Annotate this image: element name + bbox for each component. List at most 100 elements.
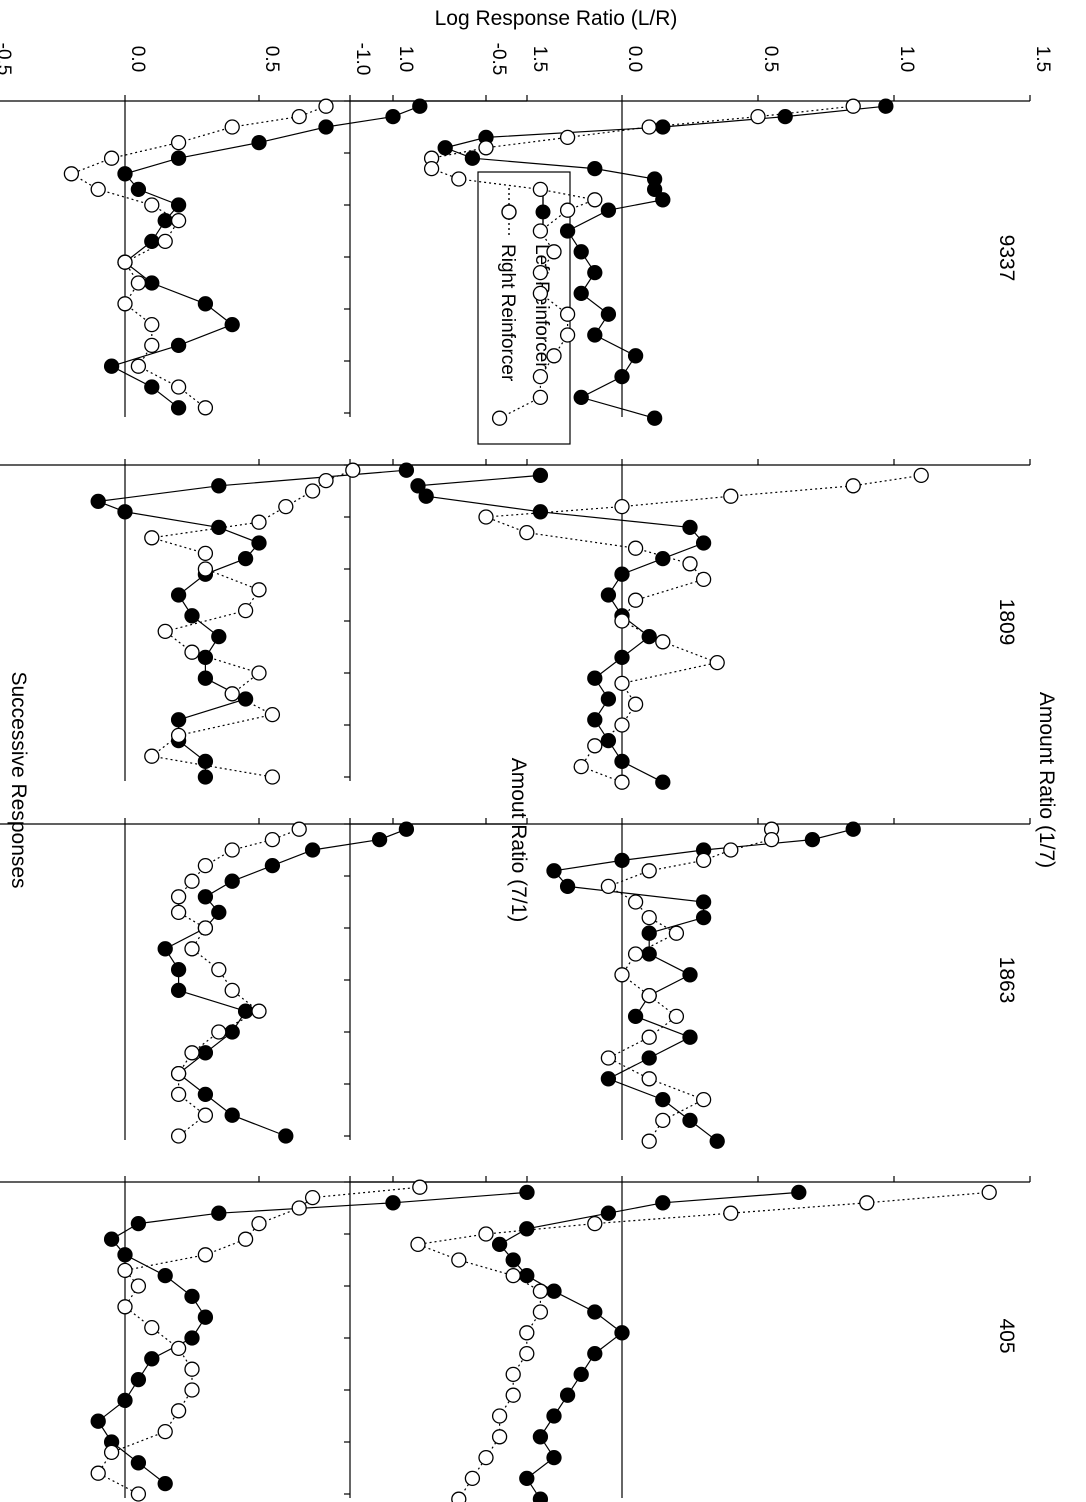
right-reinforcer-point (170, 1128, 187, 1144)
right-reinforcer-point (559, 129, 576, 146)
right-reinforcer-point (251, 1003, 267, 1019)
right-reinforcer-point (519, 1325, 535, 1341)
right-reinforcer-point (627, 696, 644, 712)
x-axis-title: Successive Responses (7, 671, 30, 888)
right-reinforcer-point (559, 306, 576, 322)
left-reinforcer-point (614, 566, 630, 582)
right-reinforcer-point (559, 327, 576, 343)
left-reinforcer-point (519, 1267, 535, 1284)
right-reinforcer-point (627, 894, 644, 910)
subject-label-1863: 1863 (995, 957, 1018, 1004)
right-reinforcer-point (750, 108, 766, 125)
left-reinforcer-point (251, 134, 267, 151)
left-reinforcer-point (130, 181, 147, 198)
left-reinforcer-point (587, 327, 603, 343)
left-reinforcer-point (184, 608, 200, 624)
left-reinforcer-point (573, 244, 589, 260)
series-line-left (416, 474, 705, 783)
right-reinforcer-point (614, 498, 630, 515)
right-reinforcer-point (695, 571, 712, 588)
right-reinforcer-point (170, 379, 187, 395)
legend-left-marker (535, 204, 551, 220)
series-line-left (498, 1191, 799, 1500)
left-reinforcer-point (237, 691, 254, 707)
right-reinforcer-point (723, 842, 739, 858)
left-reinforcer-point (587, 264, 603, 281)
left-reinforcer-point (170, 961, 187, 978)
left-reinforcer-point (655, 192, 671, 208)
left-reinforcer-point (573, 285, 589, 302)
right-reinforcer-point (90, 1465, 106, 1481)
left-reinforcer-point (130, 1371, 147, 1388)
right-reinforcer-point (264, 706, 281, 723)
right-reinforcer-point (600, 1050, 617, 1066)
left-reinforcer-point (103, 1231, 120, 1247)
right-reinforcer-point (184, 941, 200, 957)
left-reinforcer-point (251, 535, 267, 551)
right-reinforcer-point (451, 1491, 467, 1502)
right-reinforcer-point (170, 1086, 187, 1103)
left-reinforcer-point (695, 909, 712, 926)
left-reinforcer-point (682, 1112, 698, 1129)
right-reinforcer-point (532, 285, 549, 302)
left-reinforcer-point (600, 691, 617, 707)
left-reinforcer-point (695, 894, 712, 910)
right-reinforcer-point (478, 1226, 494, 1242)
right-reinforcer-point (184, 1361, 200, 1377)
left-reinforcer-point (614, 852, 630, 869)
right-reinforcer-point (117, 254, 133, 270)
right-reinforcer-point (546, 244, 562, 260)
y-tick-label: 1.5 (1032, 46, 1053, 72)
subject-label-1809: 1809 (995, 599, 1018, 646)
panel-9337-top: -1.0 -0.5 0.0 0.5 1.0 1.5 (344, 43, 1053, 426)
panels: -1.0 -0.5 0.0 0.5 1.0 1.5-1.0 -0.5 0.0 0.5 1.0 1.5… (0, 43, 1053, 1502)
right-reinforcer-point (491, 1408, 508, 1424)
right-reinforcer-point (184, 644, 200, 660)
left-reinforcer-point (304, 842, 321, 858)
series-line-right (485, 474, 922, 783)
right-reinforcer-point (117, 296, 133, 312)
left-reinforcer-point (587, 1304, 603, 1320)
left-reinforcer-point (170, 337, 187, 354)
left-reinforcer-point (491, 1236, 508, 1253)
right-reinforcer-point (90, 181, 106, 198)
right-reinforcer-point (627, 540, 644, 556)
right-reinforcer-point (451, 1252, 467, 1268)
right-reinforcer-point (170, 212, 187, 229)
left-reinforcer-point (682, 967, 698, 983)
right-reinforcer-point (532, 223, 549, 239)
right-reinforcer-point (532, 181, 549, 198)
right-reinforcer-point (423, 160, 440, 177)
left-reinforcer-point (170, 982, 187, 999)
left-reinforcer-point (695, 535, 712, 551)
series-line-left (97, 469, 407, 777)
right-reinforcer-point (130, 1278, 147, 1294)
left-reinforcer-point (103, 358, 120, 374)
left-reinforcer-point (157, 1475, 173, 1492)
left-reinforcer-point (412, 98, 428, 114)
left-reinforcer-point (627, 1008, 644, 1025)
right-reinforcer-point (224, 982, 240, 999)
right-reinforcer-point (170, 134, 187, 151)
left-reinforcer-point (90, 493, 106, 510)
panel-1809-bottom: 0102030405060 (0, 459, 528, 785)
left-reinforcer-point (655, 550, 671, 567)
right-reinforcer-point (614, 675, 630, 692)
left-reinforcer-point (157, 212, 173, 229)
left-reinforcer-point (532, 504, 549, 520)
y-tick-label: 0.0 (127, 46, 148, 72)
right-reinforcer-point (587, 1215, 603, 1232)
series-line-left (110, 105, 421, 409)
right-reinforcer-point (291, 108, 307, 125)
right-reinforcer-point (464, 1470, 481, 1487)
left-reinforcer-point (90, 1413, 106, 1429)
left-reinforcer-point (117, 504, 133, 520)
series-line-right (607, 829, 773, 1142)
right-reinforcer-point (103, 1444, 120, 1461)
left-reinforcer-point (777, 108, 793, 125)
right-reinforcer-point (655, 634, 671, 650)
left-reinforcer-point (211, 478, 227, 494)
left-reinforcer-point (170, 400, 187, 416)
right-reinforcer-point (184, 1045, 200, 1061)
left-reinforcer-point (318, 119, 334, 135)
